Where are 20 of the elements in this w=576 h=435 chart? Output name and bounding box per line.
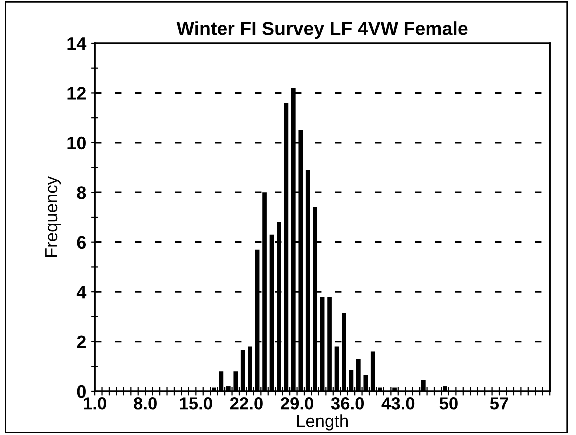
y-tick-label: 14 bbox=[68, 38, 87, 50]
x-tick-label: 36.0 bbox=[331, 398, 364, 410]
y-axis-title: Frequency bbox=[46, 176, 62, 258]
y-tick-label: 10 bbox=[68, 136, 86, 150]
x-tick-label: 22.0 bbox=[230, 398, 263, 410]
y-tick-label: 0 bbox=[77, 385, 86, 398]
y-tick-label: 4 bbox=[76, 286, 87, 299]
chart-title: Winter FI Survey LF 4VW Female bbox=[176, 22, 468, 40]
y-tick-label: 2 bbox=[77, 336, 86, 348]
y-tick-label: 6 bbox=[77, 236, 86, 250]
x-tick-label: 8.0 bbox=[134, 398, 157, 410]
y-tick-label: 8 bbox=[77, 186, 86, 200]
x-tick-label: 15.0 bbox=[180, 398, 212, 410]
x-tick-label: 29.0 bbox=[280, 398, 314, 410]
x-tick-label: 43.0 bbox=[382, 398, 415, 410]
y-tick-label: 12 bbox=[68, 87, 86, 100]
x-tick-label: 1.0 bbox=[84, 398, 106, 410]
x-tick-label: 57 bbox=[490, 398, 508, 410]
x-axis-title: Length bbox=[297, 414, 348, 431]
x-tick-label: 50 bbox=[440, 398, 458, 410]
